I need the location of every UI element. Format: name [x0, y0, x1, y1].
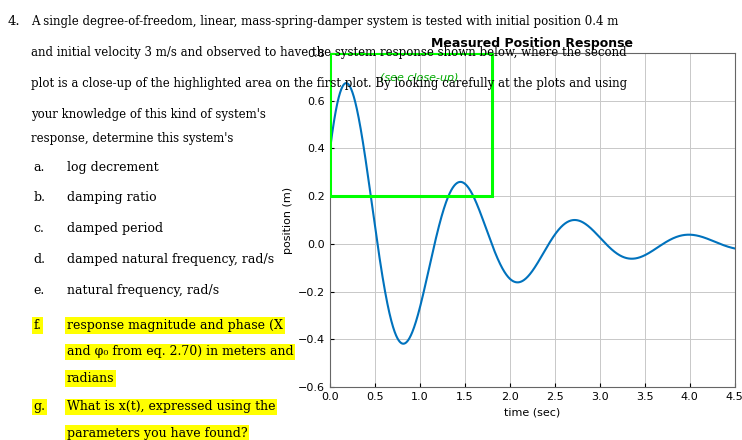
Text: a.: a. — [33, 161, 45, 174]
Text: g.: g. — [33, 400, 45, 414]
Text: damping ratio: damping ratio — [67, 191, 157, 205]
Text: plot is a close-up of the highlighted area on the first plot. By looking careful: plot is a close-up of the highlighted ar… — [31, 77, 627, 90]
Y-axis label: position (m): position (m) — [283, 187, 292, 253]
Text: e.: e. — [33, 284, 45, 297]
Text: your knowledge of this kind of system's: your knowledge of this kind of system's — [31, 108, 266, 121]
Text: radians: radians — [67, 372, 114, 385]
Text: natural frequency, rad/s: natural frequency, rad/s — [67, 284, 219, 297]
Text: damped natural frequency, rad/s: damped natural frequency, rad/s — [67, 253, 274, 266]
Text: (see close-up): (see close-up) — [380, 73, 458, 84]
Text: d.: d. — [33, 253, 45, 266]
Text: response, determine this system's: response, determine this system's — [31, 132, 234, 145]
Text: log decrement: log decrement — [67, 161, 158, 174]
X-axis label: time (sec): time (sec) — [505, 407, 560, 418]
Text: damped period: damped period — [67, 222, 163, 235]
Text: f.: f. — [33, 319, 42, 332]
Title: Measured Position Response: Measured Position Response — [431, 37, 634, 50]
Text: parameters you have found?: parameters you have found? — [67, 427, 247, 440]
Text: c.: c. — [33, 222, 45, 235]
Text: and φ₀ from eq. 2.70) in meters and: and φ₀ from eq. 2.70) in meters and — [67, 345, 293, 359]
Text: and initial velocity 3 m/s and observed to have the system response shown below,: and initial velocity 3 m/s and observed … — [31, 46, 627, 59]
Bar — [330, 53, 492, 196]
Text: A single degree-of-freedom, linear, mass-spring-damper system is tested with ini: A single degree-of-freedom, linear, mass… — [31, 15, 619, 29]
Text: response magnitude and phase (X: response magnitude and phase (X — [67, 319, 283, 332]
Text: What is x(t), expressed using the: What is x(t), expressed using the — [67, 400, 275, 414]
Text: 4.: 4. — [7, 15, 20, 29]
Text: b.: b. — [33, 191, 45, 205]
